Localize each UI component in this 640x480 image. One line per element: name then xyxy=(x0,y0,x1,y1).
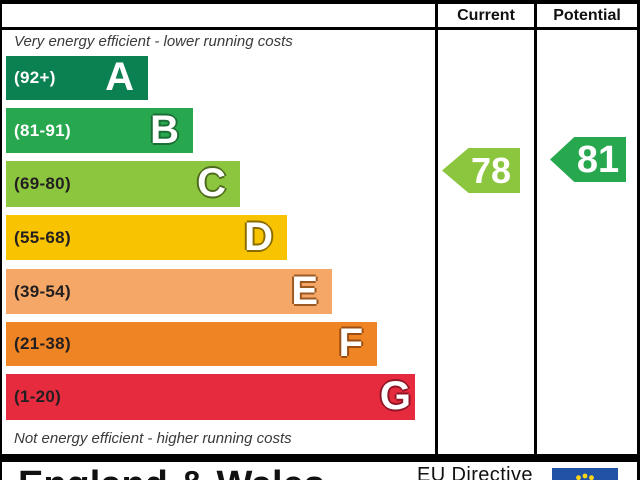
band-row-b: (81-91) B xyxy=(6,108,193,153)
current-column-divider xyxy=(435,0,438,462)
band-row-e: (39-54) E xyxy=(6,269,332,314)
current-rating-value: 78 xyxy=(470,149,512,191)
band-range-label: (69-80) xyxy=(14,174,71,193)
potential-column-divider xyxy=(534,0,537,462)
bottom-caption: Not energy efficient - higher running co… xyxy=(14,430,292,447)
potential-rating-value: 81 xyxy=(576,138,620,181)
band-row-c: (69-80) C xyxy=(6,161,240,207)
eu-flag-icon xyxy=(552,468,618,480)
band-range-label: (1-20) xyxy=(14,387,62,406)
band-row-d: (55-68) D xyxy=(6,215,287,260)
band-letter: C xyxy=(197,160,226,205)
chart-bottom-border xyxy=(0,454,640,462)
current-column-header: Current xyxy=(457,6,515,24)
left-border xyxy=(0,0,2,480)
band-range-label: (81-91) xyxy=(14,120,71,140)
band-range-label: (92+) xyxy=(14,68,56,87)
potential-rating-arrow: 81 xyxy=(550,137,626,182)
band-row-a: (92+) A xyxy=(6,56,148,100)
right-border xyxy=(637,0,640,480)
band-row-g: (1-20) G xyxy=(6,374,415,420)
region-label: England & Wales xyxy=(18,464,325,480)
band-range-label: (55-68) xyxy=(14,227,71,247)
band-letter: A xyxy=(105,54,134,99)
band-letter: E xyxy=(291,268,318,313)
band-letter: F xyxy=(338,320,363,365)
band-range-label: (21-38) xyxy=(14,334,71,353)
band-letter: B xyxy=(150,107,179,152)
eu-directive-label: EU Directive xyxy=(417,464,533,480)
current-rating-arrow: 78 xyxy=(442,148,520,193)
band-row-f: (21-38) F xyxy=(6,322,377,366)
top-caption: Very energy efficient - lower running co… xyxy=(14,33,293,50)
band-letter: G xyxy=(379,373,411,418)
potential-column-header: Potential xyxy=(553,6,621,24)
top-border xyxy=(0,0,640,4)
header-underline xyxy=(0,27,640,30)
band-range-label: (39-54) xyxy=(14,281,71,301)
band-letter: D xyxy=(244,214,273,259)
